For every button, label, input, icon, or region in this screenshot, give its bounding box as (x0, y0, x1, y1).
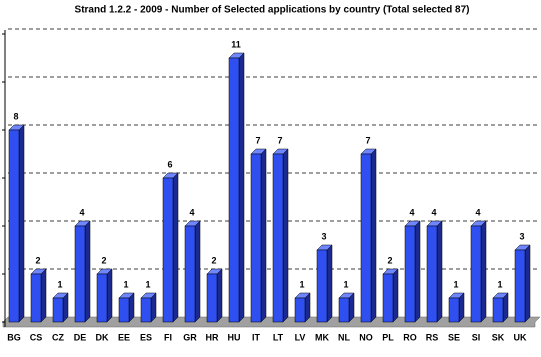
bar-side (326, 244, 333, 323)
x-tick-label: HR (206, 332, 219, 342)
bar (514, 249, 526, 323)
bar (382, 273, 394, 323)
bar (272, 153, 284, 323)
value-label: 4 (79, 207, 84, 217)
bar (96, 273, 108, 323)
x-tick-label: SE (448, 332, 460, 342)
x-tick-label: MK (315, 332, 329, 342)
bar (360, 153, 372, 323)
x-tick-label: EE (118, 332, 130, 342)
bar-side (260, 148, 267, 323)
value-label: 2 (101, 255, 106, 265)
bar (162, 177, 174, 323)
bar-side (84, 220, 91, 323)
bar-side (392, 268, 399, 323)
bar (250, 153, 262, 323)
x-tick-label: PL (382, 332, 394, 342)
x-tick-label: IT (252, 332, 261, 342)
value-label: 8 (13, 111, 18, 121)
chart-title: Strand 1.2.2 - 2009 - Number of Selected… (75, 5, 470, 16)
x-tick-label: FI (164, 332, 172, 342)
bar-side (524, 244, 531, 323)
value-label: 6 (167, 159, 172, 169)
bar (338, 297, 350, 323)
bar-side (238, 52, 245, 323)
bar-side (414, 220, 421, 323)
bar-side (194, 220, 201, 323)
value-label: 7 (277, 135, 282, 145)
x-tick-label: LT (273, 332, 284, 342)
x-tick-label: RO (403, 332, 417, 342)
value-label: 2 (387, 255, 392, 265)
bar (492, 297, 504, 323)
x-tick-label: NL (338, 332, 350, 342)
x-tick-label: RS (426, 332, 439, 342)
bar-side (370, 148, 377, 323)
x-tick-label: DE (74, 332, 87, 342)
bar (228, 57, 240, 323)
bar (118, 297, 130, 323)
x-tick-label: LV (295, 332, 306, 342)
value-label: 1 (453, 279, 458, 289)
bar (52, 297, 64, 323)
value-label: 1 (497, 279, 502, 289)
bar-side (172, 172, 179, 323)
value-label: 3 (519, 231, 524, 241)
bar-side (216, 268, 223, 323)
bar-side (436, 220, 443, 323)
value-label: 7 (365, 135, 370, 145)
x-tick-label: BG (7, 332, 21, 342)
value-label: 1 (123, 279, 128, 289)
value-label: 3 (321, 231, 326, 241)
x-tick-label: DK (96, 332, 109, 342)
bar-side (282, 148, 289, 323)
bar (404, 225, 416, 323)
bar (316, 249, 328, 323)
bar (30, 273, 42, 323)
value-label: 7 (255, 135, 260, 145)
x-tick-label: HU (228, 332, 241, 342)
value-label: 1 (57, 279, 62, 289)
value-label: 4 (431, 207, 436, 217)
value-label: 4 (189, 207, 194, 217)
bar (184, 225, 196, 323)
bar (426, 225, 438, 323)
bar-side (480, 220, 487, 323)
value-label: 1 (299, 279, 304, 289)
x-tick-label: SI (472, 332, 481, 342)
bar (140, 297, 152, 323)
bar (206, 273, 218, 323)
bar-side (40, 268, 47, 323)
bar-side (18, 124, 25, 323)
x-tick-label: NO (359, 332, 373, 342)
x-tick-label: ES (140, 332, 152, 342)
bar (74, 225, 86, 323)
bar (8, 129, 20, 323)
x-tick-label: GR (183, 332, 197, 342)
bar (448, 297, 460, 323)
value-label: 4 (475, 207, 480, 217)
bar (470, 225, 482, 323)
x-tick-label: CS (30, 332, 43, 342)
x-tick-label: SK (492, 332, 505, 342)
x-tick-label: CZ (52, 332, 64, 342)
value-label: 2 (211, 255, 216, 265)
value-label: 2 (35, 255, 40, 265)
value-label: 1 (145, 279, 150, 289)
value-label: 11 (231, 39, 241, 49)
x-tick-label: UK (514, 332, 527, 342)
bar-side (106, 268, 113, 323)
bar (294, 297, 306, 323)
value-label: 1 (343, 279, 348, 289)
value-label: 4 (409, 207, 414, 217)
